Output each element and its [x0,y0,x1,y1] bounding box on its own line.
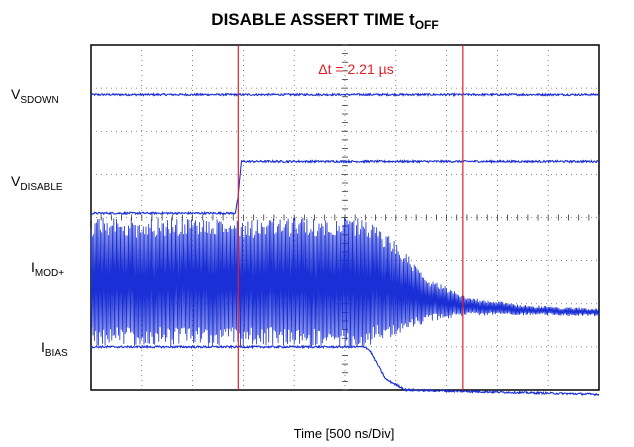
chart-title: DISABLE ASSERT TIME tOFF [211,10,438,32]
trace-imod [90,217,600,348]
trace-vdisable [90,158,600,216]
trace-ibias [90,344,600,397]
series-label-imod: IMOD+ [31,259,64,279]
series-label-vsdown: VSDOWN [11,86,59,106]
delta-t-annotation: Δt = 2.21 µs [318,61,393,77]
series-label-ibias: IBIAS [41,339,68,359]
traces [90,92,600,397]
x-axis-label: Time [500 ns/Div] [294,426,395,441]
cursors [237,45,464,390]
trace-vsdown [90,92,600,98]
series-label-vdisable: VDISABLE [11,173,63,193]
